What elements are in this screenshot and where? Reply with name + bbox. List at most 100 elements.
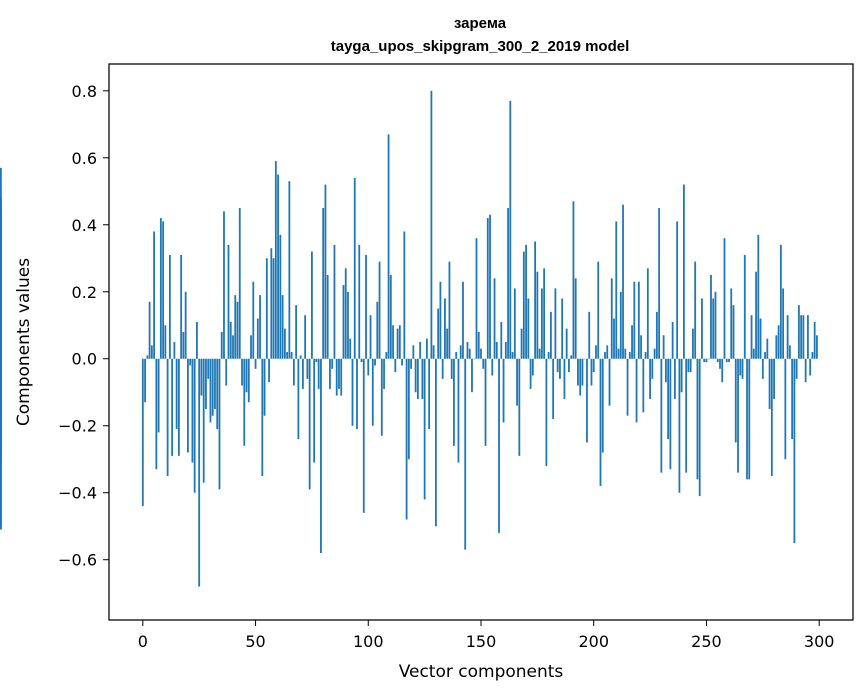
bar-78 — [317, 358, 320, 389]
x-axis: 0 50 100 150 200 250 300 — [138, 620, 834, 651]
bar-60 — [277, 174, 279, 359]
bar-19 — [184, 291, 187, 359]
bar-123 — [419, 342, 422, 359]
bar-162 — [507, 208, 509, 359]
bar-178 — [543, 268, 546, 359]
bar-289 — [793, 358, 796, 543]
bar-68 — [295, 305, 298, 359]
bar-121 — [414, 358, 417, 393]
bar-231 — [662, 335, 665, 359]
bar-256 — [719, 358, 721, 369]
bar-190 — [570, 355, 573, 359]
bar-75 — [311, 251, 313, 359]
bar-108 — [385, 352, 388, 359]
bar-38 — [227, 244, 230, 359]
bar-229 — [658, 208, 661, 359]
bar-261 — [730, 288, 733, 359]
bar-144 — [466, 342, 469, 359]
bar-253 — [712, 298, 715, 359]
bar-20 — [187, 358, 189, 453]
bar-66 — [290, 352, 293, 359]
bar-283 — [779, 244, 782, 359]
bar-30 — [209, 358, 212, 423]
bar-117 — [405, 358, 408, 520]
bar-135 — [446, 328, 449, 359]
bar-235 — [671, 321, 674, 359]
bar-41 — [234, 295, 237, 359]
bar-119 — [410, 358, 413, 369]
bar-63 — [283, 328, 286, 359]
bar-55 — [265, 258, 268, 359]
bar-35 — [220, 331, 223, 359]
bar-97 — [360, 358, 363, 363]
bar-3 — [148, 301, 151, 359]
bar-197 — [586, 358, 588, 443]
bar-118 — [407, 358, 410, 460]
y-tick-label: 0.8 — [72, 82, 97, 101]
bar-107 — [383, 358, 385, 389]
bar-156 — [493, 278, 496, 359]
bar-90 — [344, 268, 347, 359]
bar-46 — [245, 358, 248, 393]
bar-88 — [340, 358, 343, 396]
bar-96 — [358, 244, 361, 359]
bar-297 — [811, 352, 814, 359]
bar-25 — [198, 358, 201, 587]
bar-185 — [559, 358, 561, 379]
bar-95 — [356, 358, 358, 430]
bar-142 — [462, 281, 464, 359]
bar-294 — [804, 358, 807, 383]
x-tick-label: 200 — [578, 632, 609, 651]
bar-285 — [784, 358, 787, 460]
bar-179 — [545, 358, 548, 466]
bar-193 — [577, 358, 579, 386]
bar-154 — [489, 214, 491, 359]
bar-126 — [425, 338, 428, 359]
bar-26 — [200, 358, 203, 396]
bar-169 — [522, 251, 525, 359]
x-tick-label: 50 — [245, 632, 265, 651]
bar-79 — [320, 358, 322, 554]
bar-71 — [301, 358, 304, 389]
bar-116 — [403, 231, 406, 359]
bar-45 — [243, 358, 246, 446]
x-axis-label: Vector components — [399, 662, 564, 682]
bar-111 — [392, 325, 394, 359]
bar-293 — [802, 315, 805, 359]
bar-246 — [696, 358, 699, 480]
bar-273 — [757, 234, 760, 359]
bar-76 — [313, 358, 316, 463]
bar-34 — [218, 358, 221, 490]
bar-12 — [168, 254, 171, 359]
bar-103 — [374, 358, 376, 366]
bar-286 — [786, 315, 789, 359]
y-axis-label: Components values — [14, 258, 34, 426]
bar-250 — [705, 358, 708, 363]
bar-102 — [371, 358, 374, 426]
bar-251 — [707, 358, 710, 360]
bar-243 — [689, 358, 692, 373]
bar-201 — [595, 345, 597, 359]
bar-265 — [739, 358, 742, 376]
bar-132 — [439, 281, 442, 359]
bar-186 — [561, 298, 564, 359]
bar-33 — [216, 358, 219, 430]
bar-183 — [554, 288, 557, 359]
bar-203 — [599, 358, 602, 487]
bar-298 — [813, 321, 816, 359]
bar-13 — [171, 358, 174, 456]
bar-244 — [692, 328, 694, 359]
bar-220 — [637, 281, 640, 359]
bar-56 — [268, 358, 270, 383]
bar-31 — [211, 358, 214, 416]
bar-110 — [389, 275, 392, 359]
bars-group — [0, 90, 818, 587]
bar-277 — [766, 338, 769, 359]
bar-206 — [606, 345, 609, 359]
bar-109 — [387, 134, 390, 359]
bar-226 — [651, 358, 654, 379]
bar-275 — [761, 358, 764, 379]
bar-6 — [155, 358, 158, 470]
bar-281 — [775, 335, 778, 359]
bar-153 — [486, 218, 489, 359]
